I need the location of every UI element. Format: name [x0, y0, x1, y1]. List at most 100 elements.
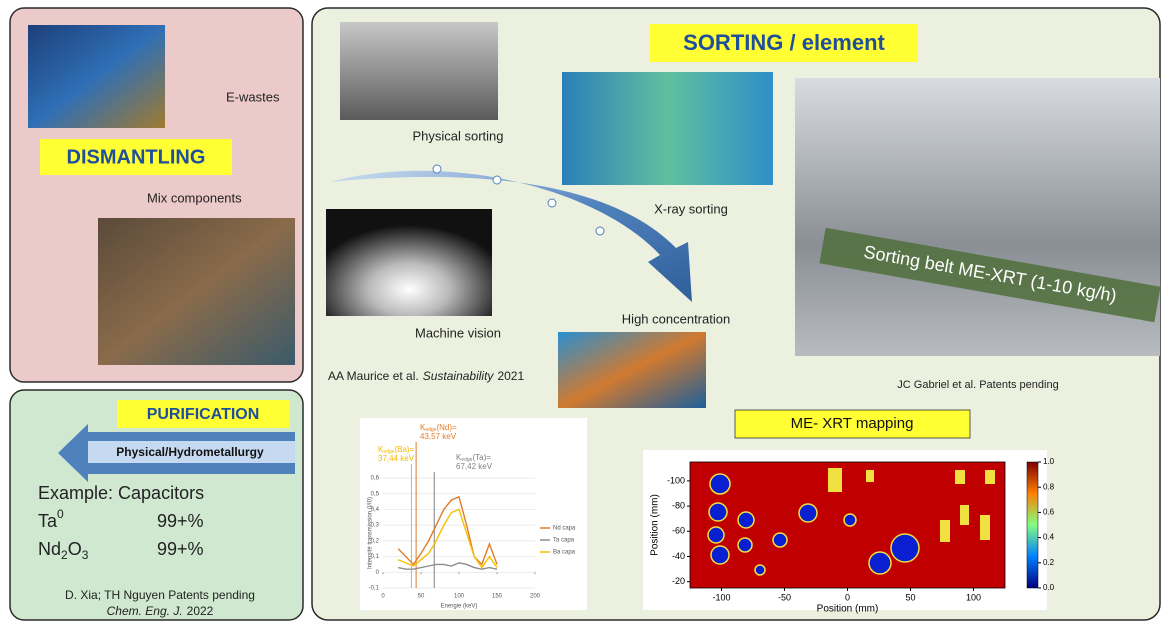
- belt-band: [819, 227, 1161, 323]
- edge-annotation: Kedge(Ta)=: [456, 453, 491, 463]
- mapping-title: ME- XRT mapping: [791, 415, 914, 432]
- formula-part: 3: [82, 548, 89, 562]
- x-tick-label: 100: [966, 592, 981, 602]
- series-line: [397, 508, 498, 569]
- formula-part: 0: [57, 507, 64, 521]
- colorbar: [1026, 461, 1039, 589]
- x-tick-label: -100: [712, 592, 730, 602]
- x-tick-label: 200: [530, 594, 541, 600]
- sorting-title: SORTING / element: [683, 30, 885, 55]
- citation: AA Maurice et al. Sustainability 2021: [328, 369, 524, 383]
- formula: Nd2O3: [38, 539, 89, 562]
- y-tick-label: -60: [672, 526, 685, 536]
- element: (Ta)=: [472, 453, 491, 462]
- purity: 99+%: [157, 539, 204, 559]
- label: High concentration: [622, 311, 730, 326]
- x-axis-label: Position (mm): [817, 604, 879, 615]
- journal: Sustainability: [423, 369, 495, 383]
- legend-label: Nd capa: [553, 526, 576, 532]
- citation: JC Gabriel et al. Patents pending: [897, 379, 1058, 391]
- x-tick-label: 0: [381, 594, 385, 600]
- colorbar-label: 1.0: [1043, 457, 1055, 466]
- formula-part: O: [68, 539, 82, 559]
- formula-part: 2: [61, 548, 68, 562]
- y-tick-label: -100: [667, 475, 685, 485]
- y-tick-label: 0,5: [371, 491, 380, 497]
- label: Machine vision: [415, 325, 501, 340]
- colorbar-label: 0.4: [1043, 533, 1055, 542]
- y-axis-label: Position (mm): [650, 494, 661, 556]
- legend-label: Ba capa: [553, 550, 576, 556]
- mix-photo: [98, 218, 295, 365]
- y-tick-label: 0,2: [371, 538, 380, 544]
- subscript: edge: [461, 457, 472, 463]
- subscript: edge: [425, 427, 436, 433]
- authors: AA Maurice et al.: [328, 369, 419, 383]
- spectrum-chart-bg: [360, 418, 587, 610]
- x-tick-label: 50: [905, 592, 915, 602]
- title-box: [650, 24, 918, 62]
- edge-annotation: Kedge(Ba)=: [378, 445, 415, 455]
- element: (Ba)=: [394, 445, 414, 454]
- physical-photo: [340, 22, 498, 120]
- x-tick-label: 50: [418, 594, 425, 600]
- edge-annotation: Kedge(Nd)=: [420, 423, 457, 433]
- x-tick-label: 150: [492, 594, 503, 600]
- capacitor-photo: [558, 332, 706, 408]
- x-tick-label: 100: [454, 594, 465, 600]
- series-line: [397, 495, 498, 566]
- label: Physical sorting: [412, 128, 503, 143]
- year: 2022: [187, 604, 214, 618]
- x-tick-label: -50: [778, 592, 791, 602]
- year: 2021: [497, 369, 524, 383]
- purification-title: PURIFICATION: [147, 406, 260, 423]
- lab-photo: [795, 78, 1160, 356]
- title-box: [40, 139, 232, 175]
- y-tick-label: 0,6: [371, 476, 380, 482]
- y-tick-label: -0,1: [369, 586, 380, 592]
- y-tick-label: -40: [672, 551, 685, 561]
- label: X-ray sorting: [654, 201, 728, 216]
- purity: 99+%: [157, 511, 204, 531]
- x-axis-label: Energie (keV): [441, 604, 478, 610]
- label: E-wastes: [226, 89, 280, 104]
- symbol: K: [456, 453, 462, 462]
- vision-photo: [326, 209, 492, 316]
- citation: D. Xia; TH Nguyen Patents pending: [65, 588, 255, 602]
- heatmap-image: [690, 462, 1005, 588]
- colorbar-label: 0.2: [1043, 558, 1055, 567]
- y-tick-label: 0,1: [371, 554, 380, 560]
- formula-part: Ta: [38, 511, 58, 531]
- edge-label: 67,42 keV: [456, 462, 493, 471]
- edge-label: 43,57 keV: [420, 432, 457, 441]
- ewaste-photo: [28, 25, 165, 128]
- y-tick-label: -20: [672, 576, 685, 586]
- flow-arrow: [330, 170, 692, 302]
- title-box: [117, 400, 290, 428]
- arrow-label: Physical/Hydrometallurgy: [116, 445, 264, 459]
- arrow-label-box: [88, 441, 295, 463]
- citation: Chem. Eng. J. 2022: [107, 604, 214, 618]
- label: Mix components: [147, 190, 242, 205]
- example: Example: Capacitors: [38, 483, 204, 503]
- journal: Chem. Eng. J.: [107, 604, 183, 618]
- y-axis-label: Intensité transmission (I/I0): [368, 497, 374, 569]
- colorbar-label: 0.0: [1043, 583, 1055, 592]
- symbol: K: [378, 445, 384, 454]
- x-tick-label: 0: [845, 592, 850, 602]
- element: (Nd)=: [436, 423, 457, 432]
- symbol: K: [420, 423, 426, 432]
- title-box: [734, 409, 971, 439]
- xray-image: [562, 72, 773, 185]
- y-tick-label: -80: [672, 500, 685, 510]
- formula: Ta0: [38, 507, 64, 531]
- formula-part: Nd: [38, 539, 61, 559]
- subscript: edge: [383, 449, 394, 455]
- y-tick-label: 0,4: [371, 507, 380, 513]
- dismantling-title: DISMANTLING: [67, 146, 206, 168]
- arrow-dots: [432, 164, 605, 236]
- colorbar-label: 0.6: [1043, 508, 1055, 517]
- edge-label: 37,44 keV: [378, 454, 415, 463]
- colorbar-label: 0.8: [1043, 482, 1055, 491]
